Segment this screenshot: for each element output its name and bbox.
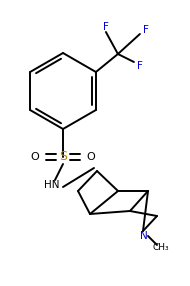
Text: F: F [103, 22, 109, 32]
Text: O: O [31, 152, 39, 162]
Text: F: F [143, 25, 149, 35]
Text: S: S [59, 150, 67, 164]
Text: CH₃: CH₃ [153, 243, 169, 251]
Text: F: F [137, 61, 143, 71]
Text: HN: HN [44, 180, 60, 190]
Text: O: O [87, 152, 95, 162]
Text: N: N [140, 231, 148, 241]
